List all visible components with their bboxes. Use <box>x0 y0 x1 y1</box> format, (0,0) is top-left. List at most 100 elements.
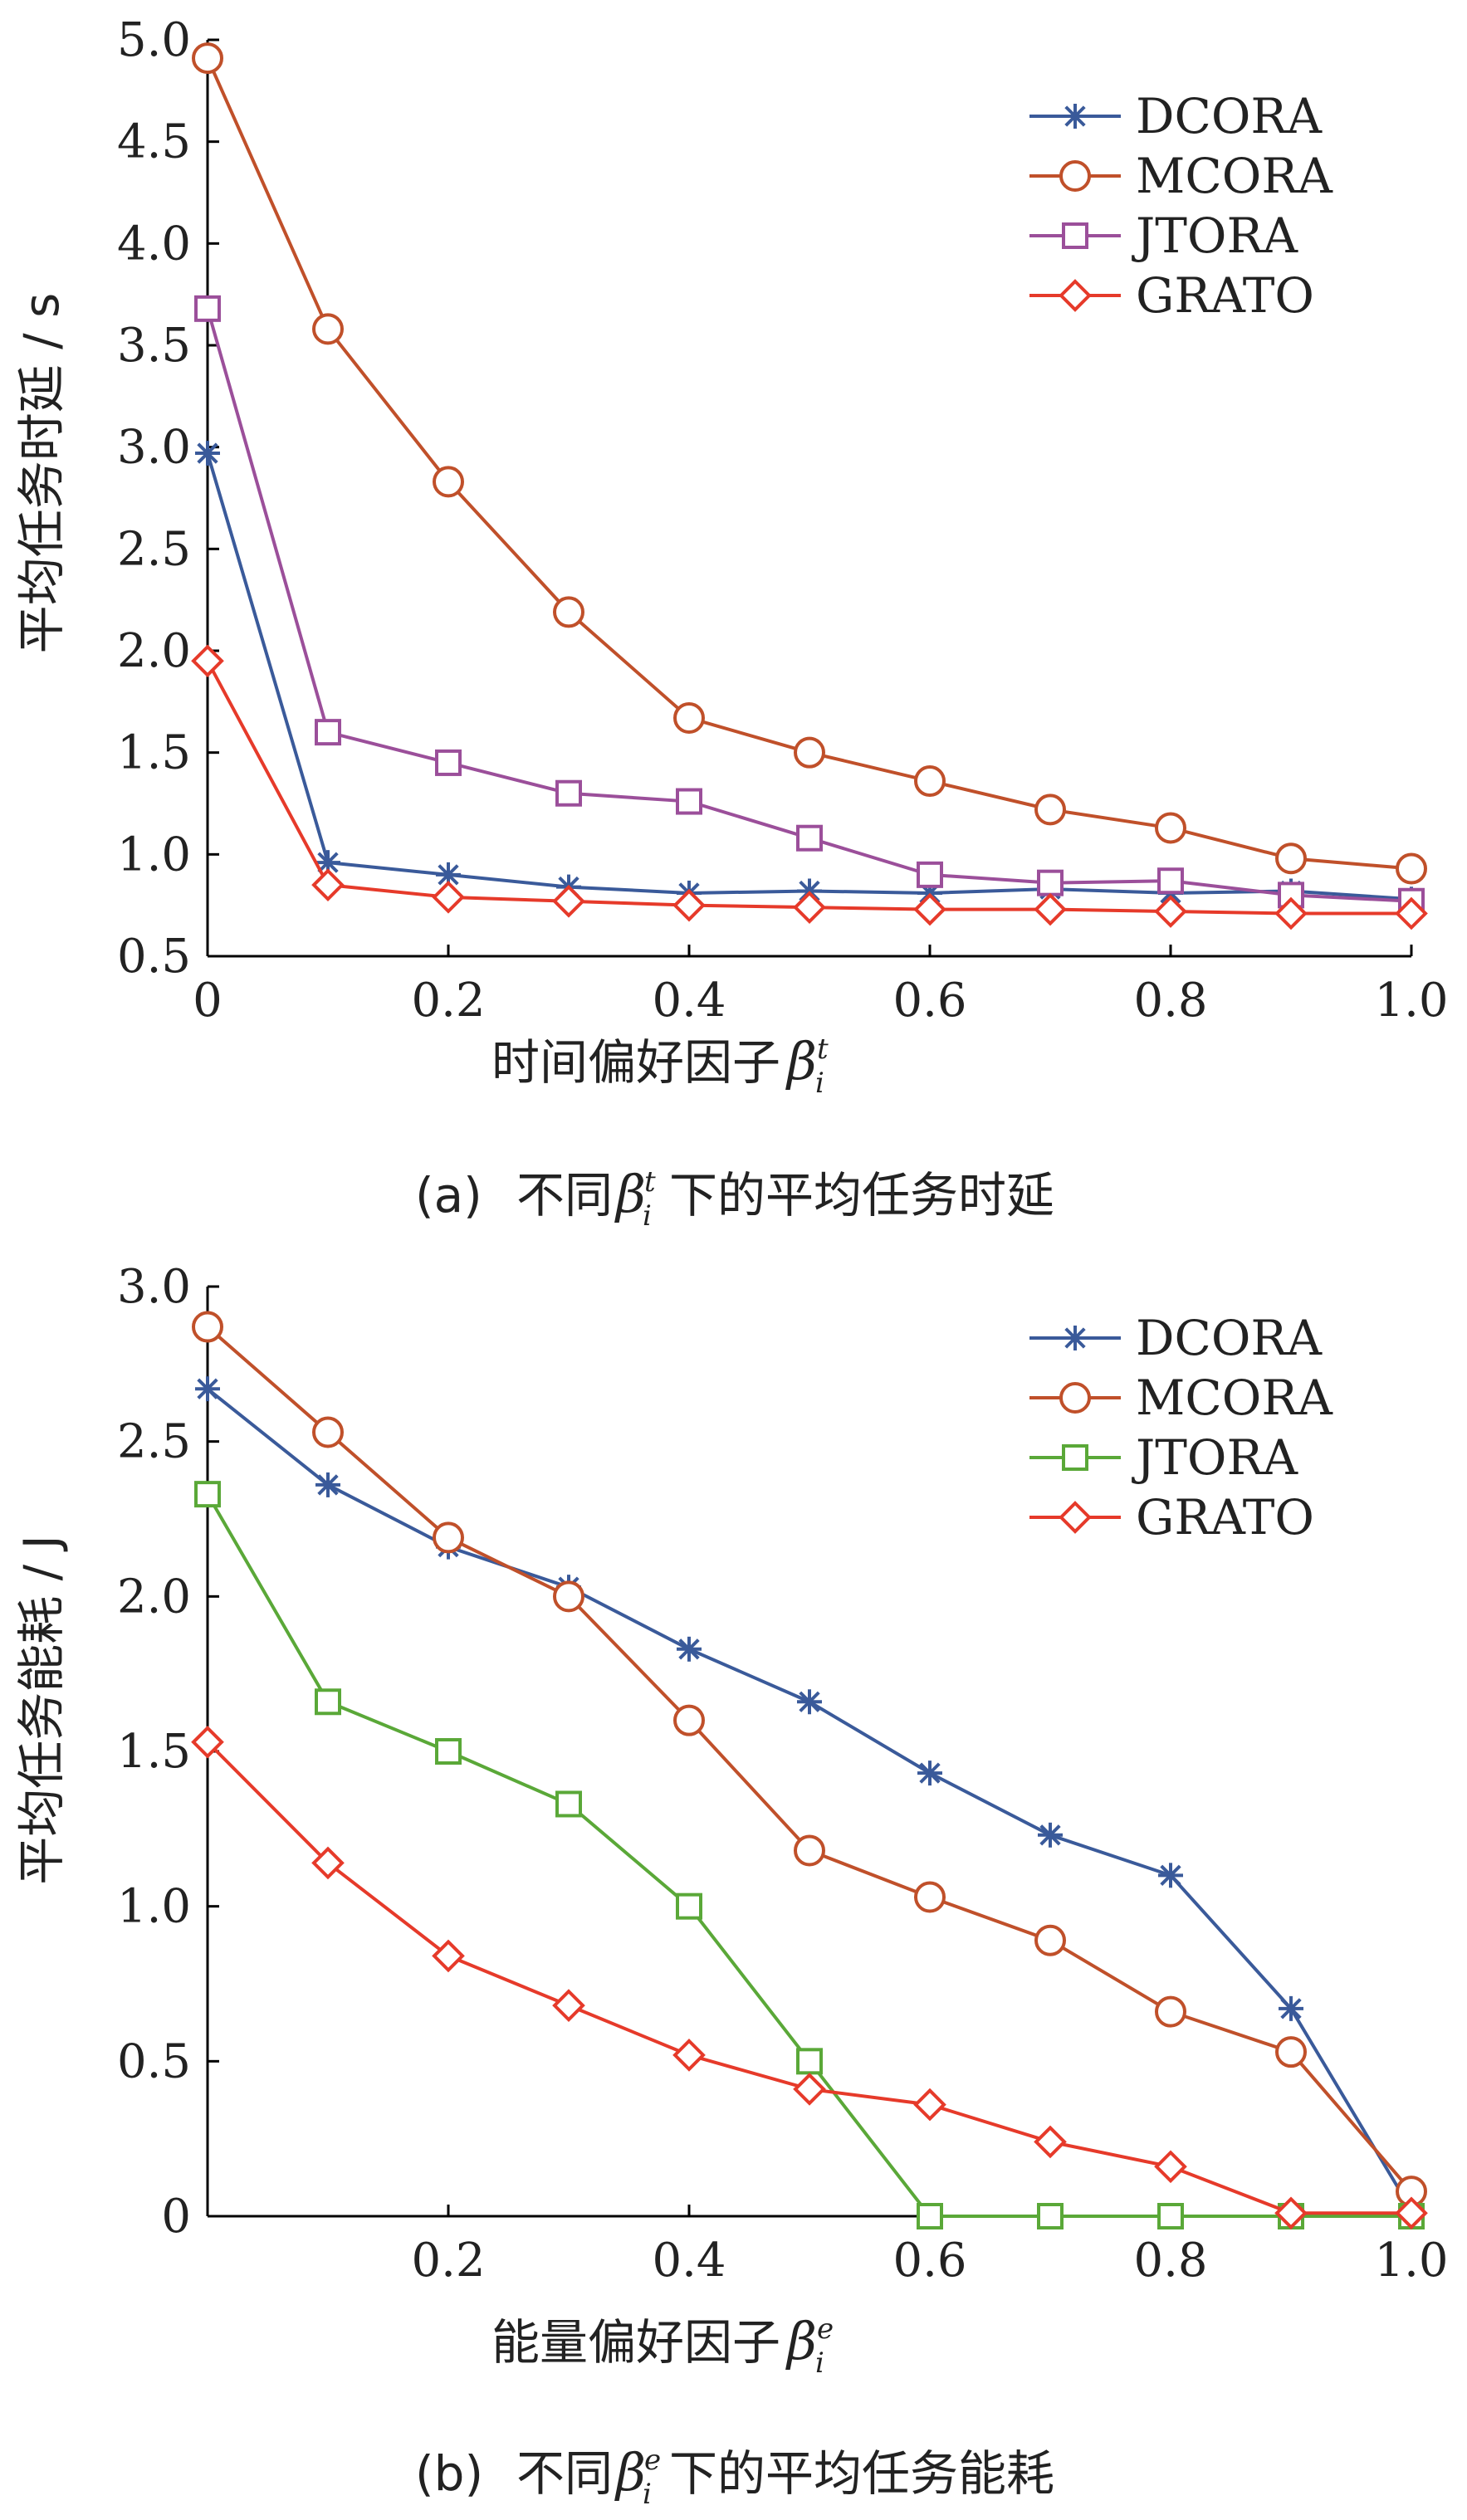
panel-a-series-mcora-point <box>914 765 946 798</box>
panel-a-series-grato-point <box>191 644 224 678</box>
panel-b-x-axis-symbol: β e i <box>785 2311 834 2380</box>
panel-a-legend-marker-jtora <box>1062 222 1088 249</box>
panel-b-series-grato-point <box>432 1939 465 1973</box>
panel-b-series-jtora-point <box>194 1481 221 1508</box>
panel-a-series-jtora-point <box>435 749 462 776</box>
panel-b-caption: (b) 不同 β e i 下的平均任务能耗 <box>415 2442 1054 2511</box>
panel-a-series-mcora-point <box>794 736 825 769</box>
panel-b-x-tick-label: 1.0 <box>1374 2234 1448 2288</box>
panel-b-series-mcora-point <box>673 1704 705 1736</box>
svg-text:i: i <box>815 1067 824 1100</box>
panel-a-x-tick-label: 0.2 <box>411 974 485 1028</box>
panel-a-x-tick-label: 1.0 <box>1374 974 1448 1028</box>
panel-b-x-tick-label: 0.4 <box>652 2234 726 2288</box>
panel-a-caption: (a) 不同 β t i 下的平均任务时延 <box>415 1164 1054 1233</box>
panel-a-legend-label-dcora: DCORA <box>1136 88 1323 144</box>
panel-a-series-grato-point <box>432 881 465 914</box>
panel-b-series-jtora-point <box>917 2203 943 2229</box>
panel-a-series-grato-point <box>1395 896 1428 930</box>
svg-text:i: i <box>815 2347 824 2380</box>
panel-a-series-grato-point <box>1274 896 1308 930</box>
panel-a-series-jtora-point <box>796 824 823 852</box>
panel-b-series-dcora-point <box>1158 1863 1183 1888</box>
panel-a-series-mcora-point <box>553 596 584 628</box>
panel-a-legend-label-grato: GRATO <box>1136 267 1314 324</box>
panel-a-legend-item-jtora: JTORA <box>1029 208 1298 264</box>
svg-text:β: β <box>614 2442 646 2503</box>
panel-a-x-tick-label: 0.4 <box>652 974 726 1028</box>
panel-a-series-grato-point <box>552 884 585 918</box>
panel-a-series-grato-point <box>311 868 345 901</box>
panel-b-series-mcora-point <box>192 1311 223 1343</box>
panel-a-series-jtora-point <box>917 861 943 888</box>
panel-a-x-tick-label: 0 <box>193 974 222 1028</box>
panel-b-series-dcora-point <box>1279 1995 1303 2021</box>
panel-a-x-axis-symbol: β t i <box>785 1031 829 1100</box>
panel-a-y-tick-label: 5.0 <box>117 13 191 67</box>
panel-a-series-grato-point <box>672 888 706 922</box>
panel-b-legend-marker-mcora <box>1059 1382 1091 1414</box>
panel-b-series-grato-point <box>1274 2196 1308 2230</box>
panel-a-y-tick-label: 2.0 <box>117 624 191 678</box>
panel-a-series-mcora-point <box>1034 794 1066 826</box>
panel-b-series-grato-point <box>311 1846 345 1880</box>
svg-text:不同: 不同 <box>516 2445 613 2502</box>
panel-a-legend-marker-dcora <box>1063 104 1088 129</box>
panel-b-series-mcora-point <box>794 1834 825 1867</box>
panel-b-series-grato-point <box>1034 2125 1067 2159</box>
svg-text:i: i <box>643 1199 652 1233</box>
panel-b-marks: 0 0.5 1.0 1.5 2.0 2.5 3.0 0.2 0.4 0.6 0.8 1.0 <box>117 1260 1449 2288</box>
panel-b-series-jtora-point <box>1037 2203 1064 2229</box>
panel-b-legend-item-jtora: JTORA <box>1029 1429 1298 1486</box>
panel-b-y-tick-label: 3.0 <box>117 1260 191 1314</box>
panel-b-series-mcora-point <box>312 1416 344 1448</box>
svg-text:β: β <box>785 1031 817 1092</box>
panel-a-series-jtora-point <box>1157 867 1184 895</box>
panel-b-series-grato-point <box>1395 2196 1428 2230</box>
svg-text:e: e <box>644 2444 661 2477</box>
panel-a-series-mcora-point <box>1396 852 1427 885</box>
panel-b-legend-item-grato: GRATO <box>1029 1489 1314 1546</box>
svg-text:下的平均任务时延: 下的平均任务时延 <box>669 1167 1054 1223</box>
panel-b-legend-marker-grato <box>1059 1501 1092 1534</box>
panel-b-series-dcora-point <box>677 1636 702 1662</box>
panel-b-series-dcora-point <box>917 1761 942 1786</box>
panel-a-series-dcora-point <box>195 441 220 466</box>
panel-a-legend-item-mcora: MCORA <box>1029 148 1333 204</box>
panel-b-series-mcora-point <box>1155 1995 1186 2028</box>
panel-b-series-dcora-point <box>797 1689 822 1715</box>
panel-b-y-tick-label: 2.5 <box>117 1415 191 1469</box>
panel-b-series-jtora-point <box>555 1790 582 1818</box>
panel-b-series-mcora-point <box>553 1580 584 1613</box>
panel-b-series-mcora-point <box>1034 1924 1066 1956</box>
panel-a-series-grato-point <box>1034 892 1067 926</box>
svg-text:t: t <box>644 1165 656 1199</box>
panel-a-x-tick-label: 0.6 <box>892 974 966 1028</box>
panel-b-legend-marker-jtora <box>1062 1444 1088 1471</box>
panel-a-y-tick-label: 4.0 <box>117 217 191 271</box>
panel-b-series-grato-line <box>206 1741 1411 2215</box>
panel-a-series-jtora-point <box>315 719 341 746</box>
panel-a-y-tick-label: 1.5 <box>117 726 191 780</box>
svg-text:β: β <box>614 1164 646 1224</box>
panel-a-series-jtora-point <box>1037 869 1064 896</box>
panel-b-x-axis-title: 能量偏好因子 <box>491 2314 780 2371</box>
panel-a-legend-marker-mcora <box>1059 160 1091 192</box>
svg-text:(b): (b) <box>415 2445 483 2502</box>
panel-b-y-tick-label: 0.5 <box>117 2034 191 2088</box>
panel-b-series-mcora-point <box>914 1881 946 1913</box>
panel-b-x-tick-label: 0.6 <box>892 2234 966 2288</box>
panel-b-y-axis-title: 平均任务能耗 / J <box>13 1535 70 1885</box>
svg-text:i: i <box>643 2478 652 2511</box>
panel-a-series-mcora-point <box>1275 842 1307 875</box>
panel-a-series-grato-line <box>206 660 1411 916</box>
panel-b-series-dcora-point <box>315 1472 340 1497</box>
panel-b-legend-label-mcora: MCORA <box>1136 1370 1333 1426</box>
panel-a-series-jtora-point <box>555 779 582 807</box>
panel-b-series-jtora-point <box>315 1688 341 1716</box>
panel-b-series-mcora-point <box>433 1521 464 1554</box>
panel-a-series-mcora-point <box>1155 812 1186 844</box>
panel-b-y-tick-label: 1.5 <box>117 1725 191 1779</box>
